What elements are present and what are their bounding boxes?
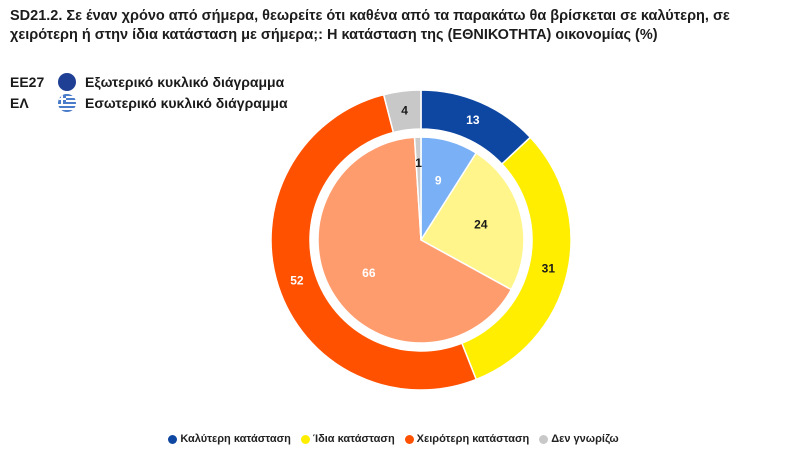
inner-value-label-3: 66 <box>362 266 376 280</box>
inner-ring-code: ΕΛ <box>10 95 29 111</box>
legend-swatch-2 <box>300 434 310 444</box>
outer-value-label-3: 52 <box>290 273 304 287</box>
outer-ring-eu27 <box>270 89 572 391</box>
outer-value-label-1: 13 <box>466 113 480 127</box>
outer-value-label-2: 31 <box>542 261 556 275</box>
chart-legend: Καλύτερη κατάσταση Ίδια κατάσταση Χειρότερ… <box>0 433 787 445</box>
legend-label-2: Ίδια κατάσταση <box>312 433 395 445</box>
legend-item-1: Καλύτερη κατάσταση <box>168 433 291 445</box>
legend-item-3: Χειρότερη κατάσταση <box>404 433 530 445</box>
eu-flag-icon <box>56 71 78 93</box>
outer-value-label-4: 4 <box>401 104 408 118</box>
greek-flag-icon <box>56 92 78 114</box>
inner-value-label-4: 1 <box>415 156 422 170</box>
inner-value-label-2: 24 <box>474 218 488 232</box>
data-labels: 13 31 52 4 9 24 66 1 <box>290 104 555 288</box>
legend-label-3: Χειρότερη κατάσταση <box>416 433 530 445</box>
inner-pie-segment-4 <box>413 136 422 241</box>
inner-value-label-1: 9 <box>435 174 442 188</box>
inner-ring-key: ΕΛ Εσωτερικό κυκλικό διάγραμμα <box>10 93 288 113</box>
inner-pie-segment-2 <box>419 151 525 291</box>
legend-swatch-1 <box>168 434 178 444</box>
legend-swatch-4 <box>539 434 549 444</box>
legend-label-1: Καλύτερη κατάσταση <box>180 433 291 445</box>
inner-pie-el <box>317 136 525 344</box>
outer-ring-segment-3 <box>270 93 478 391</box>
inner-pie-segment-3 <box>317 136 513 344</box>
inner-ring-label: Εσωτερικό κυκλικό διάγραμμα <box>85 95 288 111</box>
legend-swatch-3 <box>404 434 414 444</box>
chart-title: SD21.2. Σε έναν χρόνο από σήμερα, θεωρεί… <box>10 8 730 43</box>
legend-item-2: Ίδια κατάσταση <box>300 433 395 445</box>
outer-ring-label: Εξωτερικό κυκλικό διάγραμμα <box>85 74 285 90</box>
outer-ring-code: ΕΕ27 <box>10 74 45 90</box>
legend-item-4: Δεν γνωρίζω <box>539 433 619 445</box>
outer-ring-segment-4 <box>382 89 422 134</box>
outer-ring-key: ΕΕ27 Εξωτερικό κυκλικό διάγραμμα <box>10 72 284 92</box>
legend-label-4: Δεν γνωρίζω <box>551 433 619 445</box>
